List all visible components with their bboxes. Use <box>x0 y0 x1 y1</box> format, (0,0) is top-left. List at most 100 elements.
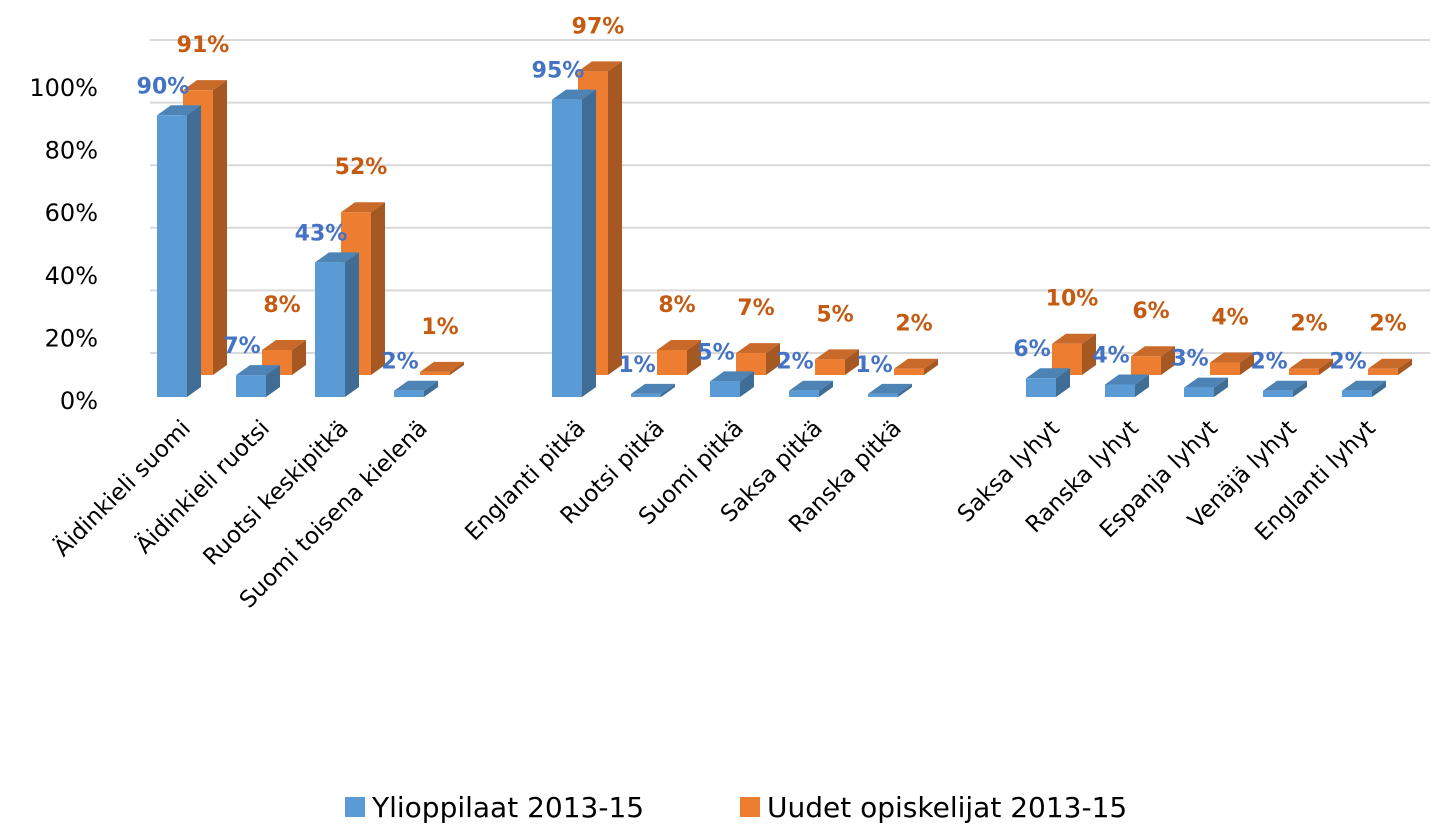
value-label: 52% <box>335 155 388 180</box>
value-label: 3% <box>1171 347 1208 372</box>
bar-side <box>1056 368 1070 397</box>
value-label: 2% <box>1329 350 1366 375</box>
bar-side <box>1214 377 1228 397</box>
bar-front <box>789 390 819 397</box>
bar-front <box>657 349 687 375</box>
value-label: 7% <box>737 296 774 321</box>
bar-top <box>1105 374 1149 385</box>
bar <box>894 358 938 375</box>
bar-front <box>710 381 740 397</box>
bar <box>315 252 359 397</box>
value-label: 91% <box>177 33 230 58</box>
x-tick-label: Ruotsi keskipitkä <box>199 415 354 570</box>
bar <box>394 380 438 397</box>
bar-top <box>736 343 780 354</box>
bar-front <box>1342 390 1372 397</box>
bar-side <box>1398 358 1412 375</box>
legend-swatch <box>740 797 760 817</box>
bar-side <box>1293 380 1307 397</box>
bar-front <box>1263 390 1293 397</box>
value-label: 2% <box>776 350 813 375</box>
bar-front <box>157 115 187 398</box>
bar-front <box>1289 368 1319 375</box>
bar-front <box>236 375 266 397</box>
bar-side <box>213 80 227 376</box>
bar <box>631 383 675 397</box>
value-label: 90% <box>137 74 190 99</box>
bar-top <box>1052 333 1096 344</box>
bar-front <box>420 371 450 375</box>
bar-side <box>582 89 596 398</box>
value-label: 1% <box>855 353 892 378</box>
bar-side <box>819 380 833 397</box>
bar-side <box>266 365 280 397</box>
value-label: 2% <box>381 350 418 375</box>
bar <box>1105 374 1149 397</box>
y-tick-label: 60% <box>45 199 98 227</box>
bar-side <box>1319 358 1333 375</box>
bar-top <box>1184 377 1228 388</box>
bar <box>1289 358 1333 375</box>
bar-top <box>315 252 359 263</box>
y-tick-label: 100% <box>29 74 98 102</box>
bar-top <box>1026 368 1070 379</box>
bar <box>868 383 912 397</box>
value-label: 5% <box>697 340 734 365</box>
bar <box>1342 380 1386 397</box>
value-label: 95% <box>532 59 585 84</box>
bar-top <box>1131 346 1175 357</box>
bar-side <box>1082 333 1096 375</box>
bar-top <box>552 89 596 100</box>
value-label: 2% <box>1369 312 1406 337</box>
bar <box>1263 380 1307 397</box>
bar-top <box>1289 358 1333 369</box>
bar-top <box>631 383 675 394</box>
value-label: 6% <box>1013 337 1050 362</box>
value-label: 2% <box>1290 312 1327 337</box>
bar-top <box>578 61 622 72</box>
bar-side <box>766 343 780 375</box>
bar-top <box>710 371 754 382</box>
y-tick-label: 0% <box>60 387 98 415</box>
bar <box>552 89 596 398</box>
value-label: 4% <box>1211 305 1248 330</box>
bar-front <box>894 368 924 375</box>
bar-side <box>661 383 675 397</box>
bar-top <box>183 80 227 91</box>
bar <box>657 339 701 375</box>
bar-top <box>236 365 280 376</box>
bar-top <box>894 358 938 369</box>
bar <box>420 361 464 375</box>
bar-top <box>1210 352 1254 363</box>
bar-front <box>1184 387 1214 397</box>
bar-side <box>1240 352 1254 375</box>
bar-side <box>1161 346 1175 375</box>
bar-front <box>1131 356 1161 375</box>
x-tick-label: Äidinkieli suomi <box>48 414 196 562</box>
bar-top <box>868 383 912 394</box>
y-tick-label: 80% <box>45 137 98 165</box>
bar-side <box>424 380 438 397</box>
bar-top <box>262 339 306 350</box>
bar-front <box>1026 378 1056 397</box>
bar-front <box>736 353 766 375</box>
bar-top <box>789 380 833 391</box>
legend-swatch <box>345 797 365 817</box>
bar-front <box>315 262 345 397</box>
bar-side <box>608 61 622 375</box>
bar-front <box>868 393 898 397</box>
legend-label: Ylioppilaat 2013-15 <box>371 791 644 824</box>
value-label: 2% <box>1250 350 1287 375</box>
y-tick-label: 40% <box>45 262 98 290</box>
bar-front <box>815 359 845 375</box>
bar-side <box>898 383 912 397</box>
value-label: 6% <box>1132 299 1169 324</box>
bar-top <box>420 361 464 372</box>
legend-label: Uudet opiskelijat 2013-15 <box>767 791 1127 824</box>
bar <box>789 380 833 397</box>
bar-top <box>1342 380 1386 391</box>
value-label: 1% <box>421 315 458 340</box>
bar <box>157 105 201 398</box>
bar <box>1131 346 1175 375</box>
